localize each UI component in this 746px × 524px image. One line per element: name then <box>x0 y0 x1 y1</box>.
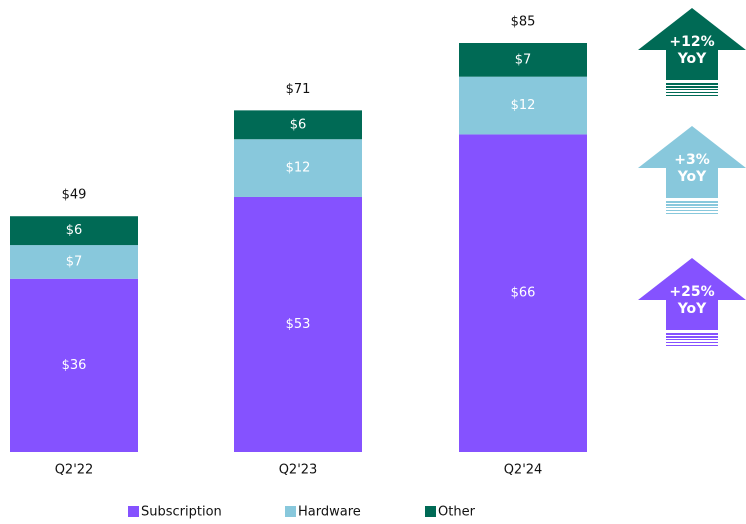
x-tick-label: Q2'24 <box>504 463 543 478</box>
total-label: $85 <box>511 15 536 30</box>
bar-segment <box>10 216 138 246</box>
data-label: $53 <box>286 317 311 332</box>
arrow-stripe <box>666 333 718 335</box>
arrow-label: +12% <box>669 34 714 50</box>
data-label: $6 <box>66 223 83 238</box>
arrow-stripe <box>666 201 718 203</box>
arrow <box>638 8 746 80</box>
bar-segment <box>459 43 587 77</box>
x-tick-label: Q2'22 <box>55 463 94 478</box>
arrow-stripe <box>666 204 718 206</box>
arrow-stripe <box>666 92 718 93</box>
data-label: $12 <box>511 98 536 113</box>
data-label: $7 <box>515 52 532 67</box>
arrow-stripe <box>666 83 718 85</box>
data-label: $6 <box>290 117 307 132</box>
arrow-stripe <box>666 86 718 88</box>
arrow-stripe <box>666 342 718 343</box>
bar-segment <box>234 139 362 197</box>
arrow-stripe <box>666 207 718 208</box>
arrow <box>638 126 746 198</box>
legend-label: Subscription <box>141 505 222 520</box>
legend-swatch <box>425 506 436 517</box>
arrow-stripe <box>666 210 718 211</box>
data-label: $7 <box>66 254 83 269</box>
bar-segment <box>459 134 587 452</box>
arrow-stripe <box>666 336 718 338</box>
arrow-sublabel: YoY <box>677 169 707 185</box>
data-label: $12 <box>286 161 311 176</box>
bar-segment <box>10 278 138 452</box>
legend-swatch <box>128 506 139 517</box>
arrow-sublabel: YoY <box>677 51 707 67</box>
legend-label: Hardware <box>298 505 361 520</box>
bar-segment <box>234 110 362 140</box>
arrow-stripe <box>666 345 718 346</box>
arrow <box>638 258 746 330</box>
arrow-label: +25% <box>669 284 714 300</box>
arrow-label: +3% <box>674 152 710 168</box>
bar-segment <box>459 76 587 135</box>
data-label: $36 <box>62 358 87 373</box>
x-tick-label: Q2'23 <box>279 463 318 478</box>
bar-segment <box>234 196 362 452</box>
legend-label: Other <box>438 505 476 520</box>
legend-swatch <box>285 506 296 517</box>
arrow-stripe <box>666 213 718 214</box>
bar-segment <box>10 245 138 279</box>
arrow-stripe <box>666 89 718 90</box>
total-label: $71 <box>286 82 311 97</box>
arrow-stripe <box>666 95 718 96</box>
arrow-sublabel: YoY <box>677 301 707 317</box>
total-label: $49 <box>62 188 87 203</box>
data-label: $66 <box>511 286 536 301</box>
arrow-stripe <box>666 339 718 340</box>
